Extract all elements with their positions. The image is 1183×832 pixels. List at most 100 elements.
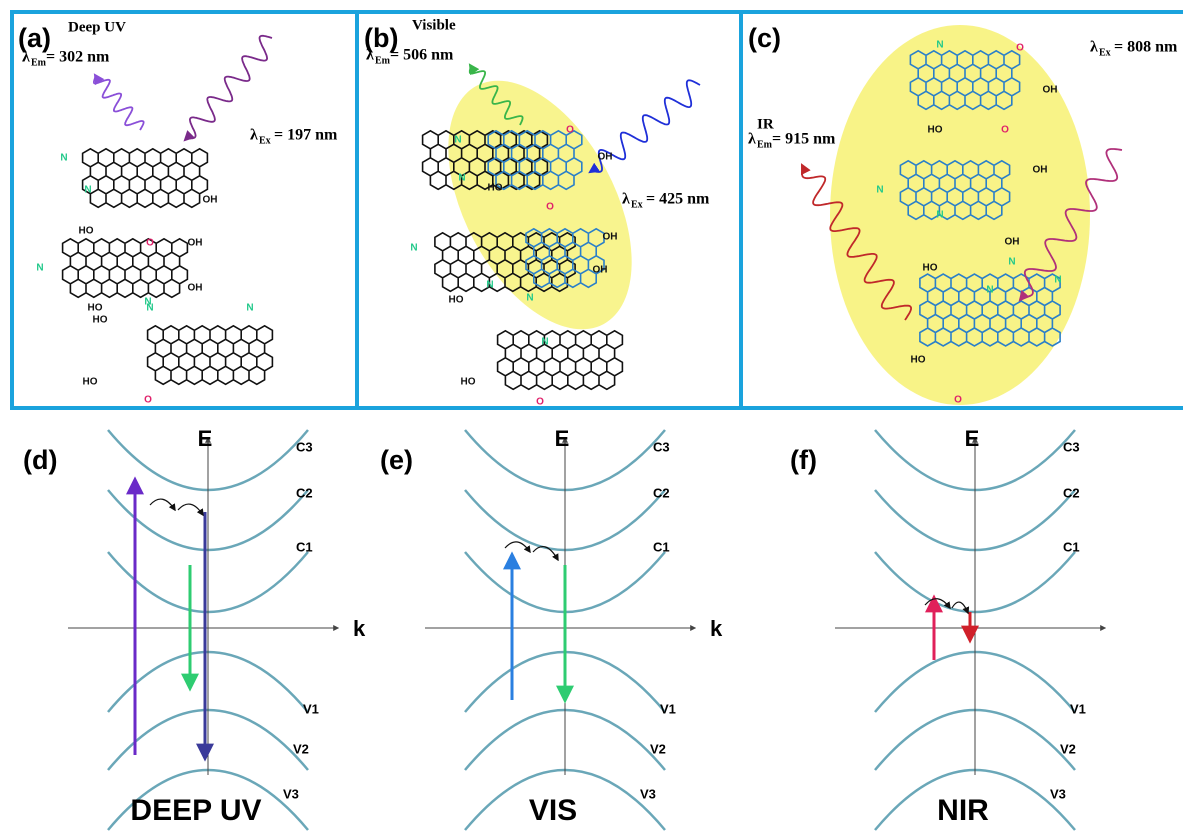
panel-label: (e) <box>380 445 413 475</box>
panel-label: (d) <box>23 445 57 475</box>
panel-label: (f) <box>790 445 817 475</box>
symbol: λ <box>1090 39 1098 56</box>
subscript: Ex <box>631 199 643 210</box>
atom-label: OH <box>1043 85 1058 96</box>
subscript: Ex <box>259 135 271 146</box>
atom-label: OH <box>203 195 218 206</box>
wavelength: = 302 nm <box>46 49 110 66</box>
axis-label: k <box>710 616 723 641</box>
molecule-sheet <box>496 329 624 391</box>
atom-label: OH <box>603 232 618 243</box>
atom-label: OH <box>188 238 203 249</box>
symbol: λ <box>366 47 374 64</box>
subscript: Em <box>375 55 391 66</box>
atom-label: HO <box>928 125 943 136</box>
top-row <box>10 10 1183 410</box>
excitation-label: λ Ex = 425 nm <box>622 191 710 211</box>
relaxation-hop <box>924 598 951 610</box>
symbol: λ <box>748 131 756 148</box>
atom-label: HO <box>83 377 98 388</box>
atom-label: OH <box>598 152 613 163</box>
molecule-sheet <box>61 237 189 299</box>
band-label: C1 <box>653 539 670 554</box>
photon-wave <box>468 63 524 126</box>
atom-label: N <box>458 173 465 184</box>
atom-label: N <box>410 243 417 254</box>
panel-label: (b) <box>364 23 398 53</box>
atom-label: O <box>146 238 154 249</box>
emission-label: λ Em = 915 nm <box>748 131 836 151</box>
axis-label: E <box>555 426 570 451</box>
photon-wave <box>183 34 273 142</box>
band-label: C2 <box>1063 485 1080 500</box>
band-label: V3 <box>640 786 656 801</box>
panel-title: NIR <box>937 794 989 827</box>
atom-label: N <box>986 285 993 296</box>
axis-label: k <box>353 616 366 641</box>
atom-label: N <box>454 135 461 146</box>
wavelength: = 506 nm <box>390 47 454 64</box>
band-label: C3 <box>1063 439 1080 454</box>
molecule-sheet <box>899 159 1011 221</box>
band-label: C3 <box>296 439 313 454</box>
molecule-sheet <box>421 129 549 191</box>
molecule-sheet <box>434 231 576 293</box>
symbol: λ <box>622 191 630 208</box>
atom-label: N <box>936 40 943 51</box>
atom-label: O <box>566 125 574 136</box>
atom-label: O <box>1001 125 1009 136</box>
subscript: Em <box>757 139 773 150</box>
band-label: V3 <box>1050 786 1066 801</box>
band-label: Visible <box>412 17 456 33</box>
atom-label: HO <box>79 226 94 237</box>
band-label: C2 <box>296 485 313 500</box>
atom-label: HO <box>449 295 464 306</box>
band-label: V2 <box>1060 741 1076 756</box>
molecule-sheet <box>81 147 209 209</box>
symbol: λ <box>250 127 258 144</box>
band-label: V3 <box>283 786 299 801</box>
atom-label: N <box>36 263 43 274</box>
atom-label: OH <box>1005 237 1020 248</box>
atom-label: N <box>246 303 253 314</box>
band-label: V1 <box>660 701 676 716</box>
atom-label: O <box>546 202 554 213</box>
atom-label: N <box>876 185 883 196</box>
excitation-label: λ Ex = 808 nm <box>1090 39 1178 59</box>
band-label: C1 <box>296 539 313 554</box>
atom-label: N <box>1054 275 1061 286</box>
band-label: Deep UV <box>68 19 126 35</box>
atom-label: O <box>536 397 544 408</box>
atom-label: O <box>1016 43 1024 54</box>
molecule-sheet <box>146 324 274 386</box>
atom-label: N <box>144 297 151 308</box>
band-label: V1 <box>303 701 319 716</box>
emission-label: λ Em = 506 nm <box>366 47 454 67</box>
atom-label: OH <box>1033 165 1048 176</box>
highlight <box>448 80 632 330</box>
atom-label: HO <box>93 315 108 326</box>
atom-label: N <box>60 153 67 164</box>
molecule-sheet <box>919 273 1061 347</box>
atom-label: N <box>486 280 493 291</box>
subscript: Em <box>31 57 47 68</box>
atom-label: N <box>936 210 943 221</box>
band-label: C2 <box>653 485 670 500</box>
symbol: λ <box>22 49 30 66</box>
band-label: V2 <box>650 741 666 756</box>
molecule-sheet <box>487 129 583 191</box>
atom-label: N <box>146 303 153 314</box>
relaxation-hop <box>149 498 176 512</box>
wavelength: = 808 nm <box>1114 39 1178 56</box>
atom-label: N <box>84 185 91 196</box>
panel-label: (a) <box>18 23 51 53</box>
relaxation-hop <box>177 503 204 517</box>
photon-wave <box>588 79 701 174</box>
panel-title: DEEP UV <box>130 794 261 827</box>
bottom-row: (d) Ek C3 C2 C1 V1 V2 V3 DEEP UV (e) Ek C3 C2 C1 V1 V2 V… <box>23 426 1107 831</box>
photon-wave <box>1018 148 1123 302</box>
atom-label: HO <box>88 303 103 314</box>
atom-label: O <box>144 395 152 406</box>
axis-label: E <box>965 426 980 451</box>
emission-label: λ Em = 302 nm <box>22 49 110 69</box>
